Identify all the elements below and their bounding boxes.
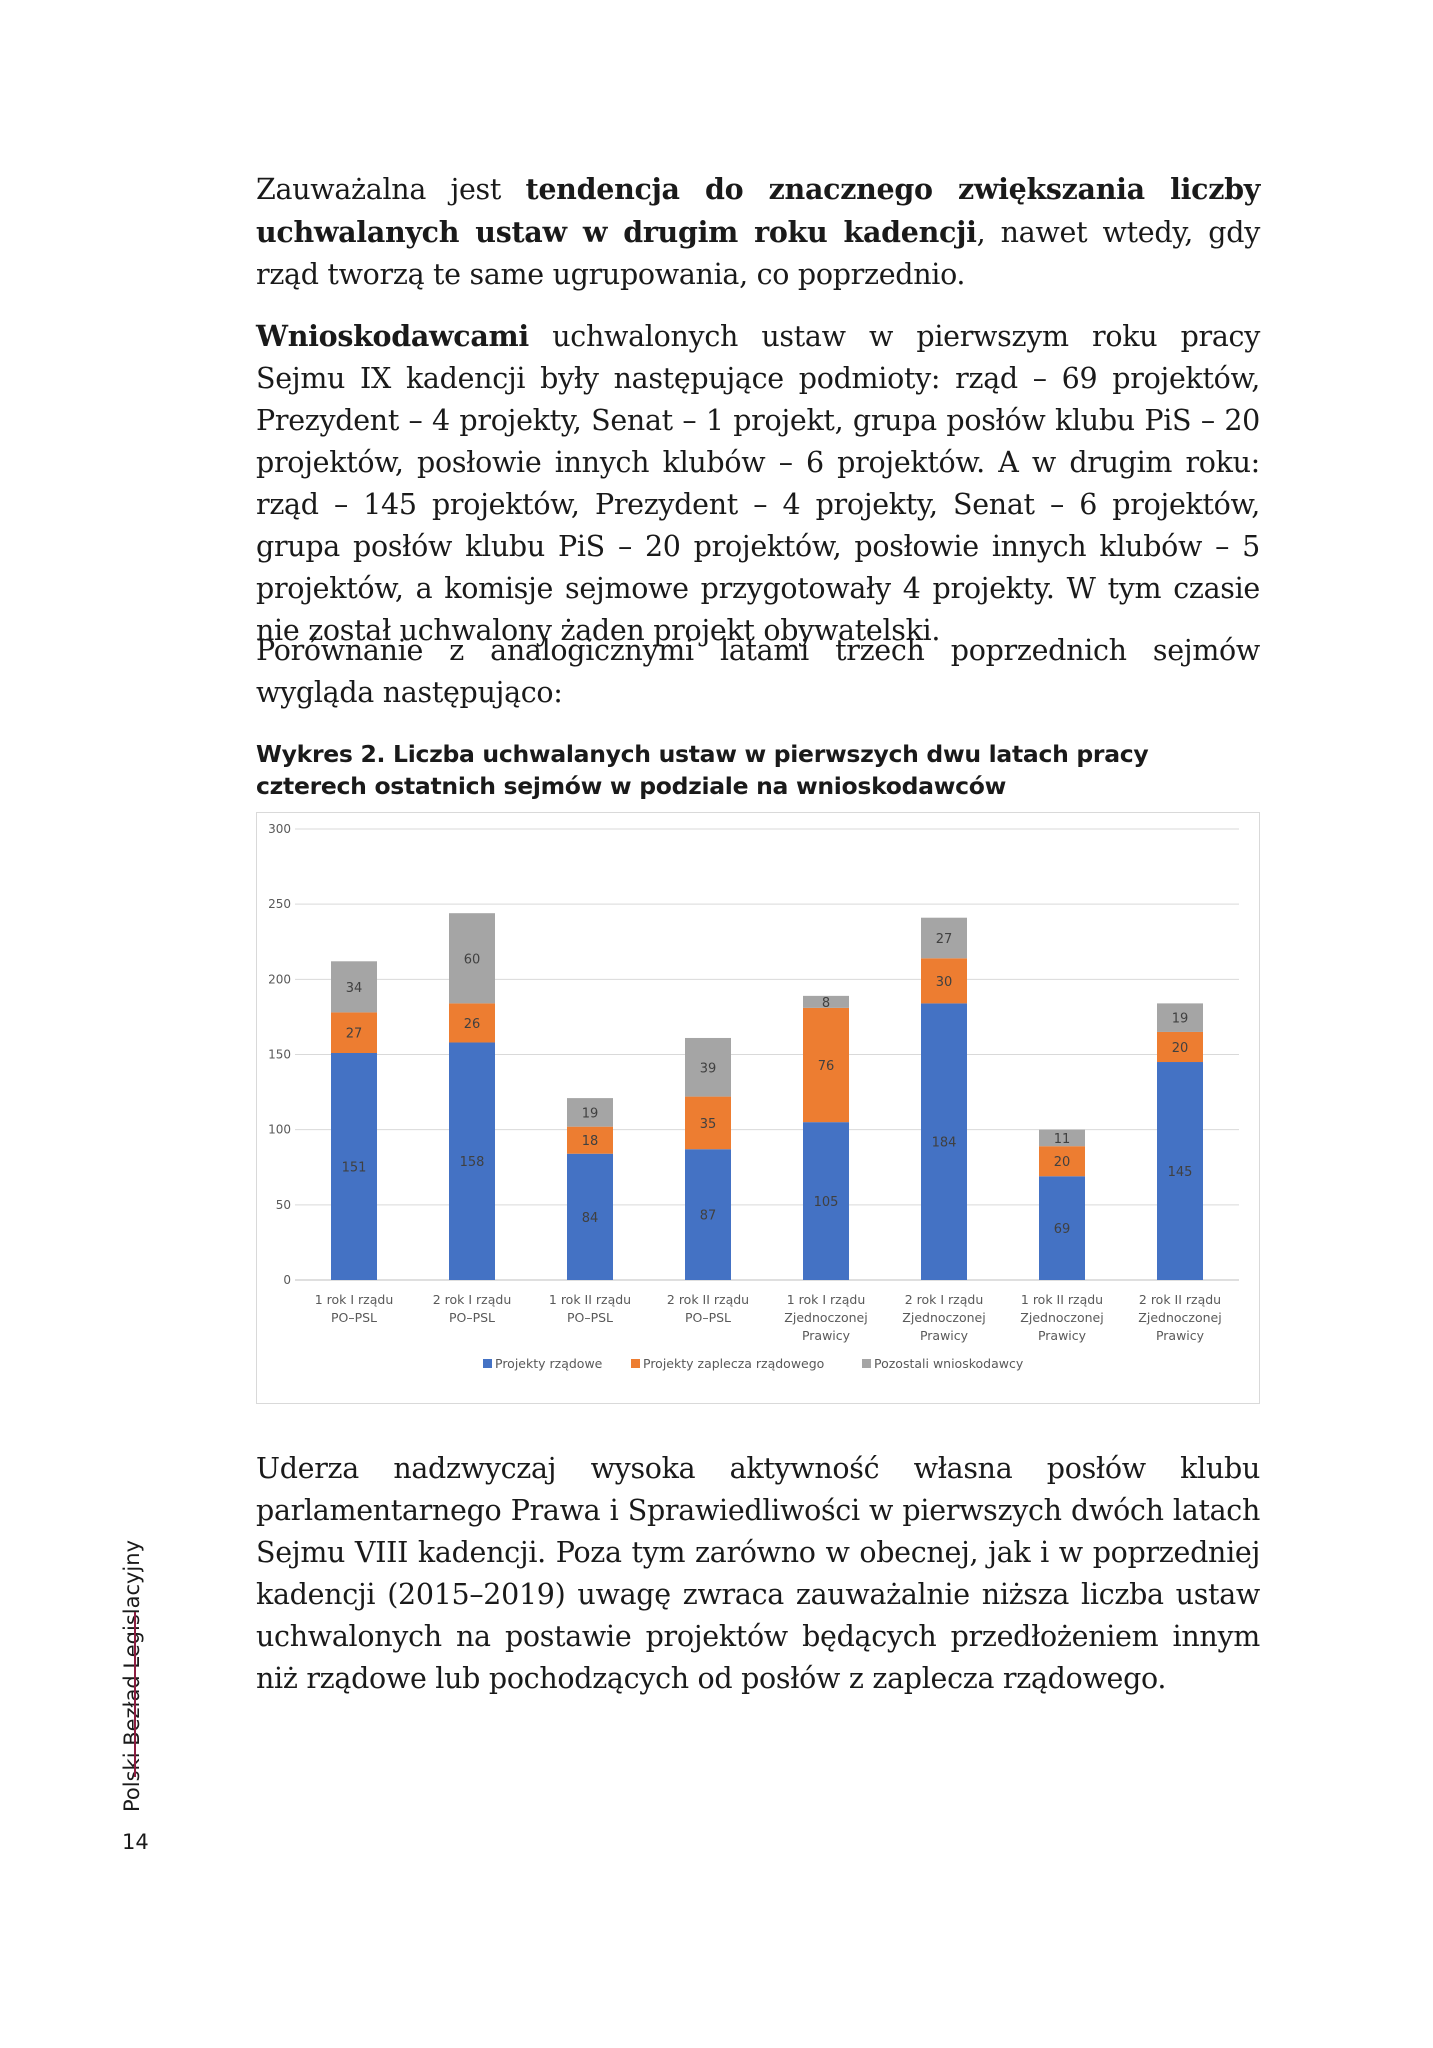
x-tick-label: 2 rok I rządu [433,1292,512,1307]
data-label: 18 [582,1134,599,1149]
paragraph-1: Zauważalna jest tendencja do znacznego z… [256,168,1260,296]
x-tick-label: 1 rok I rządu [315,1292,394,1307]
paragraph-1-text-a: Zauważalna jest [256,173,526,206]
y-tick-label: 100 [268,1123,291,1137]
data-label: 151 [342,1160,367,1175]
legend-entry: Projekty rządowe [495,1356,603,1371]
paragraph-1-text-c: , nawet wtedy, gdy rząd tworzą te same u… [256,216,1260,291]
x-tick-label: PO–PSL [685,1310,731,1325]
x-tick-label: 1 rok II rządu [1021,1292,1103,1307]
data-label: 34 [346,981,363,996]
bar-segment [1039,1129,1085,1147]
legend-swatch [862,1359,871,1368]
data-label: 87 [700,1209,717,1224]
y-tick-label: 0 [283,1273,291,1287]
bar-segment [567,1098,613,1127]
x-tick-label: 2 rok II rządu [1139,1292,1221,1307]
paragraph-3: Porównanie z analogicznymi latami trzech… [256,634,1260,709]
x-tick-label: Zjednoczonej [1138,1310,1221,1325]
bar-segment [803,1007,849,1123]
data-label: 145 [1168,1165,1193,1180]
paragraph-2-text: uchwalonych ustaw w pierwszym roku pracy… [256,320,1260,647]
data-label: 84 [582,1211,599,1226]
bar-segment [803,995,849,1008]
bar-segment [567,1153,613,1280]
bar-segment [1039,1176,1085,1280]
x-tick-label: PO–PSL [567,1310,613,1325]
page-number: 14 [122,1830,149,1854]
bar-segment [921,1003,967,1280]
bar-segment [1157,1031,1203,1063]
bar-segment [685,1149,731,1280]
data-label: 30 [936,975,953,990]
x-tick-label: 2 rok I rządu [905,1292,984,1307]
data-label: 19 [582,1106,599,1121]
chart-container: 0 50 100 150 200 250 300 151 27 34 1 rok I rządu PO… [256,812,1260,1404]
x-tick-label: Prawicy [1038,1328,1087,1343]
bar-segment [567,1126,613,1154]
data-label: 105 [814,1195,839,1210]
bar-segment [331,1012,377,1053]
y-tick-label: 300 [268,822,291,836]
y-tick-label: 200 [268,972,291,986]
data-label: 27 [346,1027,363,1042]
bar-segment [803,1122,849,1280]
data-label: 11 [1054,1132,1071,1147]
sidebar-rule [134,1612,136,1777]
x-tick-label: Zjednoczonej [902,1310,985,1325]
data-label: 60 [464,952,481,967]
x-tick-label: 1 rok II rządu [549,1292,631,1307]
chart-caption: Wykres 2. Liczba uchwalanych ustaw w pie… [256,740,1149,800]
bar-segment [921,958,967,1004]
bar-segment [331,961,377,1013]
data-label: 8 [822,996,830,1011]
legend-entry: Projekty zaplecza rządowego [643,1356,824,1371]
x-tick-label: Zjednoczonej [784,1310,867,1325]
data-label: 20 [1054,1155,1071,1170]
x-tick-label: Zjednoczonej [1020,1310,1103,1325]
data-label: 158 [460,1155,485,1170]
x-tick-label: 1 rok I rządu [787,1292,866,1307]
x-tick-label: Prawicy [920,1328,969,1343]
y-tick-label: 150 [268,1048,291,1062]
legend-entry: Pozostali wnioskodawcy [874,1356,1024,1371]
bar-segment [331,1052,377,1280]
data-label: 76 [818,1059,835,1074]
data-label: 184 [932,1136,957,1151]
bar-segment [1157,1003,1203,1032]
legend-swatch [483,1359,492,1368]
paragraph-2-bold: Wnioskodawcami [256,319,529,353]
stacked-bar-chart: 0 50 100 150 200 250 300 151 27 34 1 rok I rządu PO… [268,822,1239,1371]
x-tick-label: PO–PSL [449,1310,495,1325]
y-tick-label: 250 [268,897,291,911]
data-label: 26 [464,1017,481,1032]
x-tick-label: Prawicy [1156,1328,1205,1343]
x-tick-label: PO–PSL [331,1310,377,1325]
bar-segment [685,1096,731,1150]
data-label: 27 [936,932,953,947]
x-tick-label: 2 rok II rządu [667,1292,749,1307]
bar-segment [449,1003,495,1043]
bar-segment [449,913,495,1004]
bar-segment [449,1042,495,1280]
x-tick-label: Prawicy [802,1328,851,1343]
y-tick-label: 50 [276,1198,291,1212]
legend-swatch [631,1359,640,1368]
data-label: 35 [700,1117,717,1132]
data-label: 20 [1172,1041,1189,1056]
paragraph-4: Uderza nadzwyczaj wysoka aktywność własn… [256,1452,1260,1695]
bar-segment [1157,1062,1203,1280]
bar-segment [685,1037,731,1097]
data-label: 19 [1172,1012,1189,1027]
bar-segment [1039,1146,1085,1177]
paragraph-1-bold: tendencja do znacznego zwiększania liczb… [256,172,1260,249]
data-label: 69 [1054,1222,1071,1237]
bar-segment [921,917,967,959]
data-label: 39 [700,1061,717,1076]
paragraph-2: Wnioskodawcami uchwalonych ustaw w pierw… [256,315,1260,652]
